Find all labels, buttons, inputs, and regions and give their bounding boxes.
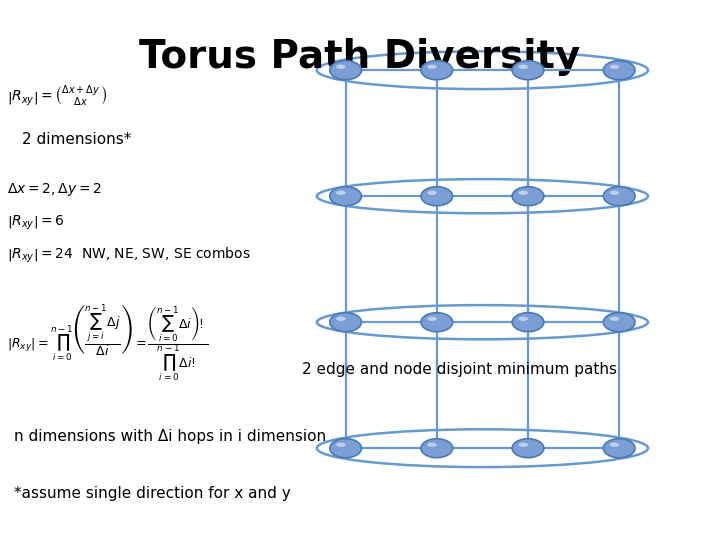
Ellipse shape [330,187,361,206]
Ellipse shape [330,60,361,80]
Text: $\left|R_{xy}\right| = \prod_{i=0}^{n-1}\left(\dfrac{\sum_{j=i}^{n-1}\Delta j}{\: $\left|R_{xy}\right| = \prod_{i=0}^{n-1}… [7,302,209,384]
Ellipse shape [610,443,619,447]
Ellipse shape [427,191,437,195]
Ellipse shape [603,60,635,80]
Ellipse shape [610,316,619,321]
Ellipse shape [610,65,619,69]
Ellipse shape [427,443,437,447]
Ellipse shape [421,438,453,458]
Ellipse shape [603,438,635,458]
Ellipse shape [421,313,453,332]
Text: Torus Path Diversity: Torus Path Diversity [139,38,581,76]
Ellipse shape [421,187,453,206]
Ellipse shape [518,443,528,447]
Ellipse shape [336,316,346,321]
Text: $\left|R_{xy}\right| = 24$  NW, NE, SW, SE combos: $\left|R_{xy}\right| = 24$ NW, NE, SW, S… [7,246,251,265]
Ellipse shape [427,316,437,321]
Ellipse shape [427,65,437,69]
Ellipse shape [603,187,635,206]
Ellipse shape [512,313,544,332]
Ellipse shape [336,443,346,447]
Text: 2 dimensions*: 2 dimensions* [22,132,131,147]
Ellipse shape [512,60,544,80]
Ellipse shape [603,313,635,332]
Text: *assume single direction for x and y: *assume single direction for x and y [14,486,291,501]
Ellipse shape [330,313,361,332]
Ellipse shape [512,187,544,206]
Ellipse shape [330,438,361,458]
Text: 2 edge and node disjoint minimum paths: 2 edge and node disjoint minimum paths [302,362,618,377]
Ellipse shape [512,438,544,458]
Ellipse shape [518,65,528,69]
Ellipse shape [421,60,453,80]
Text: $\left|R_{xy}\right| = 6$: $\left|R_{xy}\right| = 6$ [7,213,65,232]
Text: n dimensions with Δi hops in i dimension: n dimensions with Δi hops in i dimension [14,429,327,444]
Ellipse shape [336,65,346,69]
Text: $\left|R_{xy}\right| = \binom{\Delta x + \Delta y}{\Delta x}$: $\left|R_{xy}\right| = \binom{\Delta x +… [7,84,107,109]
Ellipse shape [518,316,528,321]
Ellipse shape [336,191,346,195]
Text: $\Delta x = 2, \Delta y = 2$: $\Delta x = 2, \Delta y = 2$ [7,181,102,198]
Ellipse shape [518,191,528,195]
Ellipse shape [610,191,619,195]
